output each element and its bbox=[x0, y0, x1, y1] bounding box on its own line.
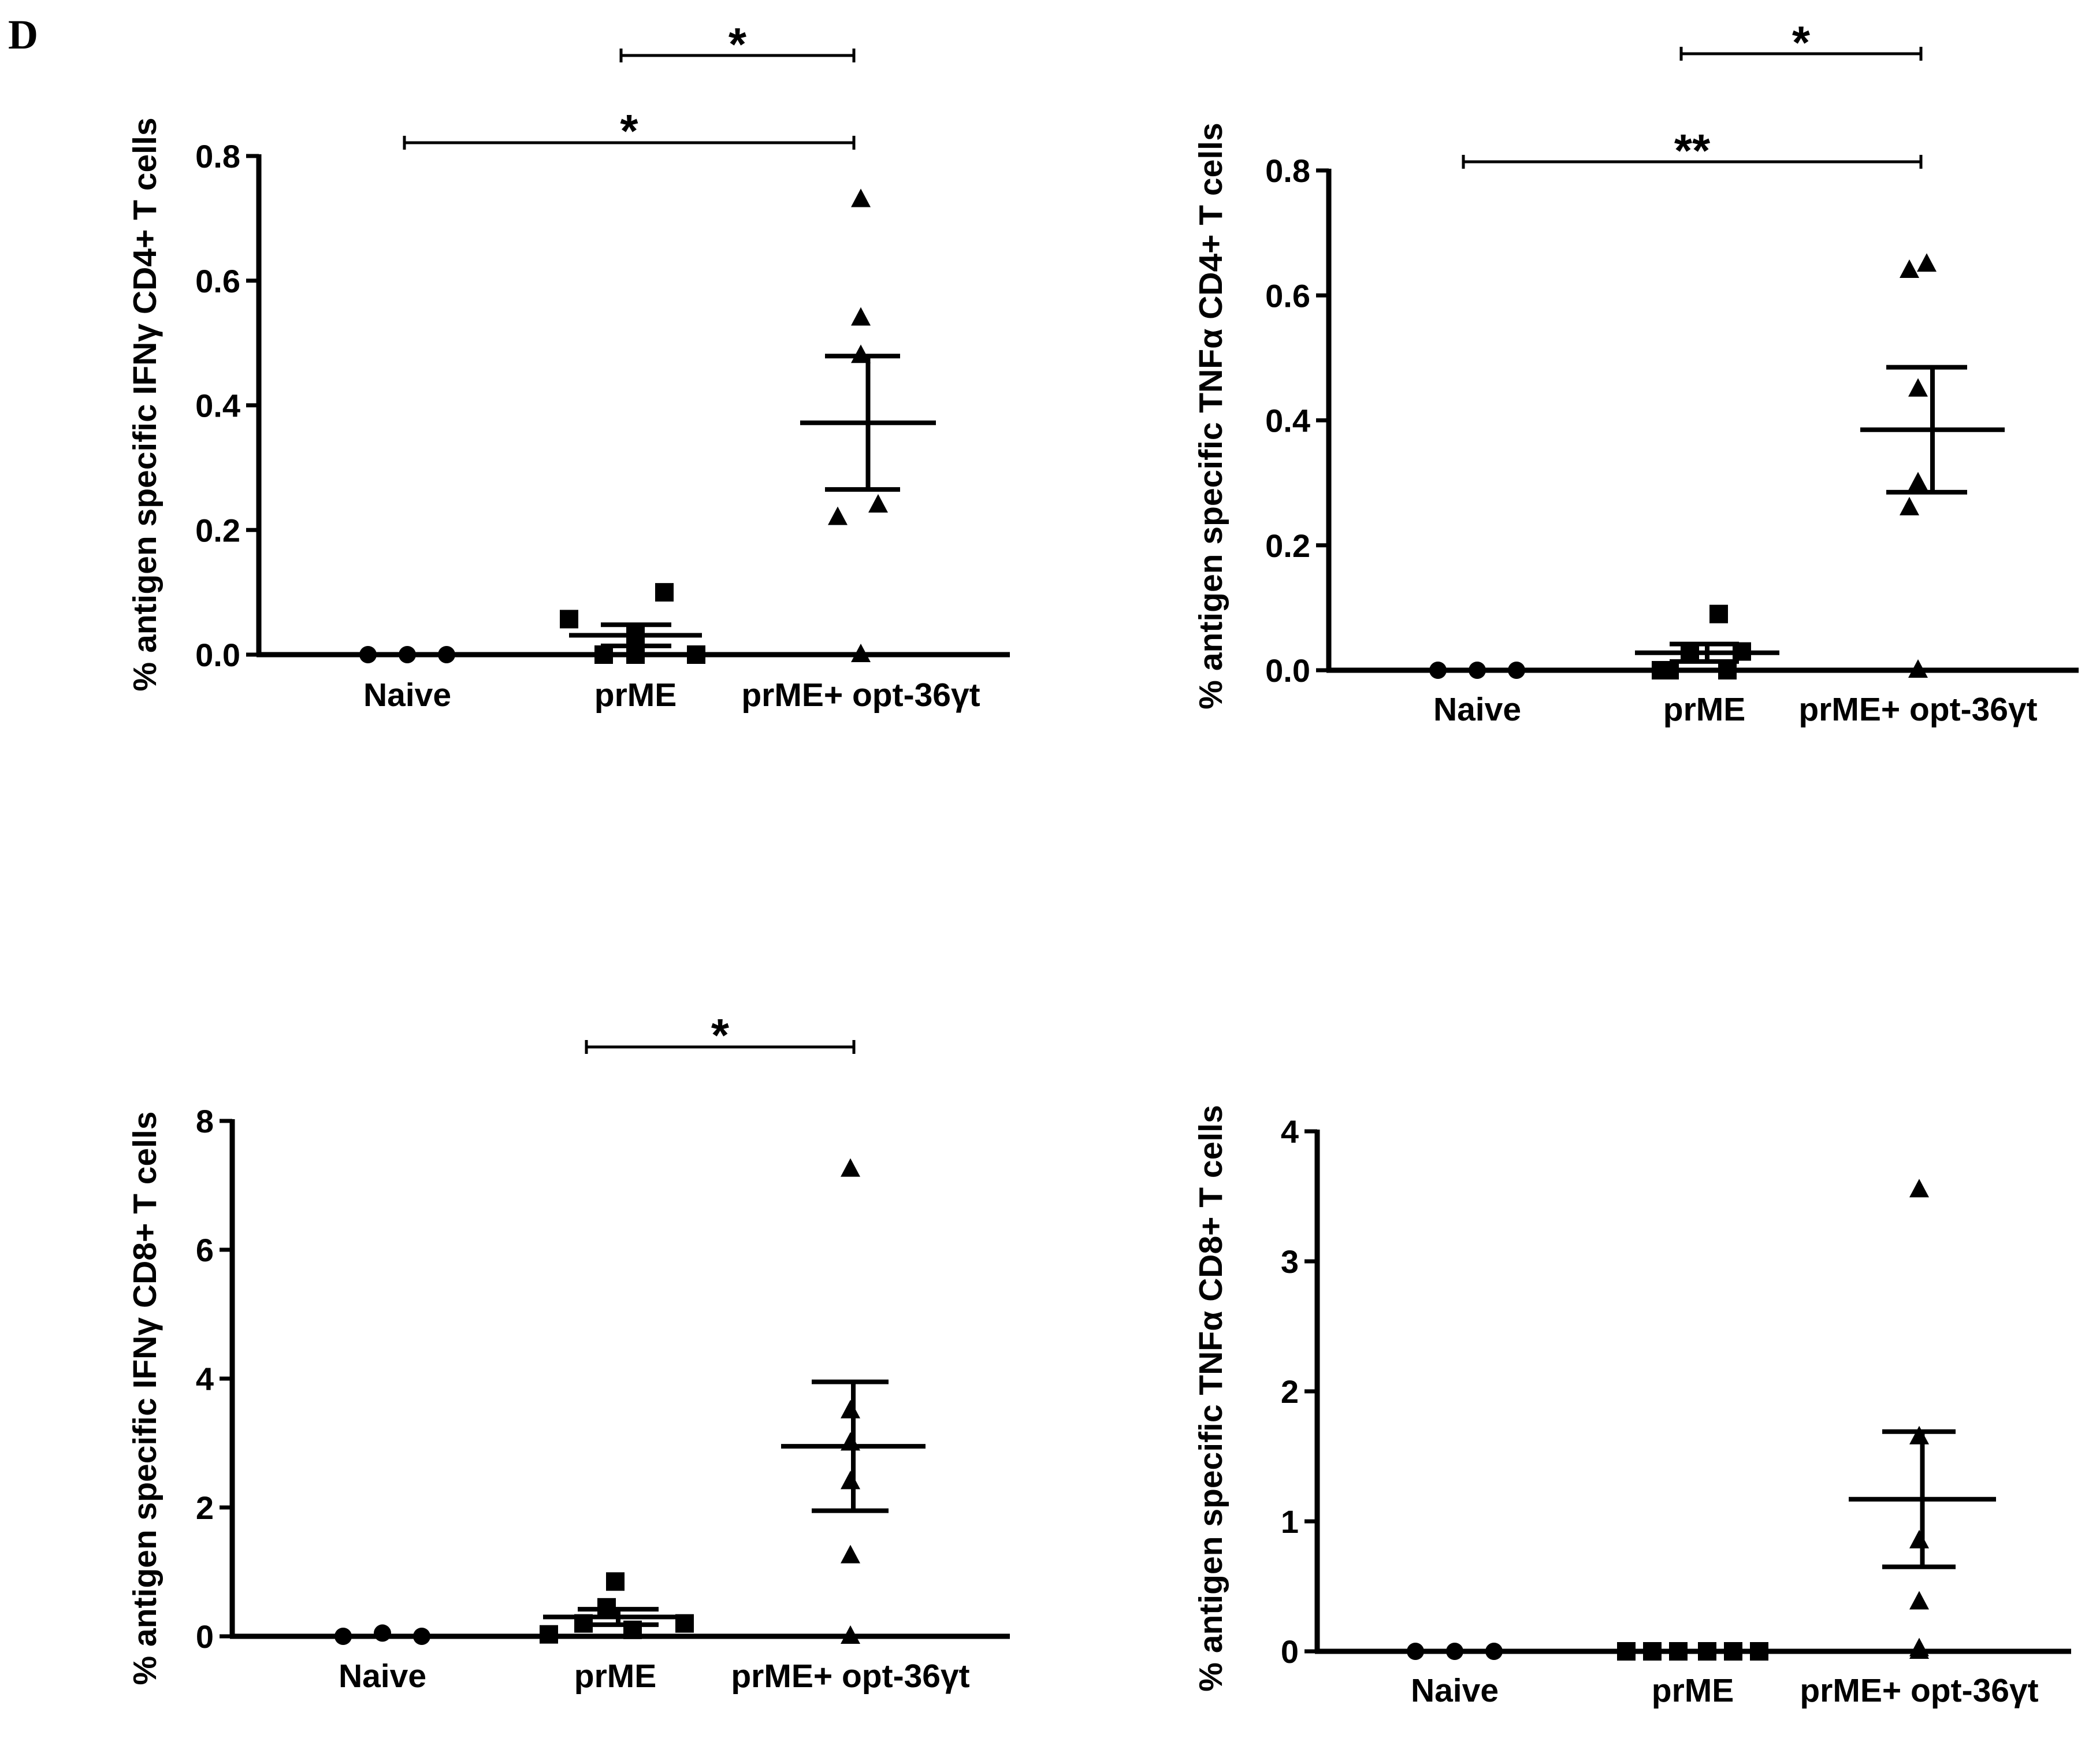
data-point-circle bbox=[413, 1628, 430, 1645]
y-tick-label: 2 bbox=[1281, 1373, 1299, 1410]
y-tick-label: 0.8 bbox=[1265, 153, 1310, 189]
chart-panel-1: 0.0 0.2 0.4 0.6 0.8 % antigen specific IFNγ C… bbox=[127, 18, 1010, 714]
x-tick-label: prME+ opt-36γt bbox=[1800, 1672, 2038, 1709]
chart-panel-4: 0 1 2 3 4 % antigen specific TNFα CD8+ T cell… bbox=[1192, 1105, 2071, 1709]
data-point-square bbox=[1643, 1642, 1662, 1661]
data-point-triangle bbox=[1909, 1529, 1929, 1548]
y-tick-label: 0 bbox=[1281, 1633, 1299, 1670]
significance-label: * bbox=[711, 1009, 730, 1061]
y-tick-label: 0.4 bbox=[1265, 403, 1310, 439]
data-point-triangle bbox=[1908, 659, 1928, 678]
data-point-circle bbox=[1469, 662, 1486, 679]
y-tick-label: 0.4 bbox=[195, 388, 240, 424]
significance-label: ** bbox=[1674, 125, 1711, 176]
y-tick-label: 0.6 bbox=[195, 263, 240, 299]
x-tick-label: prME bbox=[574, 1658, 657, 1695]
chart-panel-3: 0 2 4 6 8 % antigen specific IFNγ CD8+ T cell… bbox=[127, 1009, 1010, 1695]
data-point-square bbox=[655, 583, 674, 602]
data-point-triangle bbox=[841, 1625, 860, 1644]
data-point-triangle bbox=[1909, 1591, 1929, 1610]
data-point-square bbox=[1709, 604, 1728, 623]
data-point-circle bbox=[335, 1628, 352, 1645]
data-point-triangle bbox=[1909, 1179, 1929, 1198]
data-point-circle bbox=[374, 1624, 391, 1642]
data-point-square bbox=[560, 610, 578, 629]
y-axis-label: % antigen specific TNFα CD4+ T cells bbox=[1192, 122, 1229, 709]
x-tick-label: Naive bbox=[339, 1658, 426, 1695]
data-point-circle bbox=[438, 646, 455, 663]
y-tick-label: 3 bbox=[1281, 1243, 1299, 1280]
x-tick-label: prME+ opt-36γt bbox=[741, 677, 980, 714]
y-tick-label: 0 bbox=[196, 1618, 214, 1655]
significance-label: * bbox=[729, 18, 747, 70]
data-point-square bbox=[606, 1572, 625, 1591]
data-point-circle bbox=[359, 646, 377, 663]
data-point-square bbox=[1698, 1642, 1716, 1661]
data-point-square bbox=[1669, 1642, 1688, 1661]
data-point-triangle bbox=[1909, 1425, 1929, 1444]
data-point-triangle bbox=[1900, 496, 1919, 515]
x-tick-label: Naive bbox=[1411, 1672, 1499, 1709]
y-tick-label: 0.0 bbox=[195, 637, 240, 673]
data-point-square bbox=[687, 645, 705, 664]
y-tick-label: 0.0 bbox=[1265, 652, 1310, 689]
data-point-circle bbox=[1429, 662, 1447, 679]
data-point-square bbox=[540, 1625, 558, 1644]
data-point-square bbox=[1750, 1642, 1768, 1661]
y-tick-label: 1 bbox=[1281, 1503, 1299, 1540]
x-tick-label: Naive bbox=[363, 677, 451, 714]
y-tick-label: 0.2 bbox=[1265, 528, 1310, 564]
data-point-circle bbox=[1508, 662, 1525, 679]
y-axis-label: % antigen specific IFNγ CD4+ T cells bbox=[127, 117, 163, 691]
significance-label: * bbox=[620, 105, 638, 157]
data-point-circle bbox=[399, 646, 416, 663]
x-tick-label: prME bbox=[1663, 691, 1746, 728]
data-point-square bbox=[1724, 1642, 1742, 1661]
data-point-circle bbox=[1407, 1643, 1424, 1660]
data-point-square bbox=[1718, 661, 1737, 679]
y-tick-label: 6 bbox=[196, 1232, 214, 1268]
x-tick-label: prME+ opt-36γt bbox=[1798, 691, 2037, 728]
x-tick-label: prME+ opt-36γt bbox=[731, 1658, 969, 1695]
x-tick-label: prME bbox=[594, 677, 677, 714]
y-tick-label: 0.2 bbox=[195, 512, 240, 548]
data-point-triangle bbox=[1917, 253, 1937, 272]
data-point-triangle bbox=[851, 188, 871, 207]
x-tick-label: prME bbox=[1652, 1672, 1734, 1709]
y-tick-label: 4 bbox=[196, 1361, 214, 1397]
y-tick-label: 0.6 bbox=[1265, 277, 1310, 314]
data-point-triangle bbox=[841, 1158, 860, 1177]
data-point-triangle bbox=[828, 506, 848, 525]
y-tick-label: 0.8 bbox=[195, 138, 240, 174]
data-point-triangle bbox=[1908, 471, 1928, 491]
data-point-triangle bbox=[1909, 1640, 1929, 1659]
significance-label: * bbox=[1792, 17, 1811, 68]
panel-label: D bbox=[8, 12, 38, 58]
data-point-circle bbox=[1446, 1643, 1463, 1660]
data-point-triangle bbox=[851, 644, 871, 662]
data-point-triangle bbox=[841, 1544, 860, 1564]
y-axis-label: % antigen specific TNFα CD8+ T cells bbox=[1192, 1105, 1229, 1691]
data-point-triangle bbox=[841, 1399, 860, 1418]
data-point-triangle bbox=[1900, 259, 1919, 278]
y-axis-label: % antigen specific IFNγ CD8+ T cells bbox=[127, 1111, 163, 1685]
y-tick-label: 4 bbox=[1281, 1113, 1299, 1150]
y-tick-label: 2 bbox=[196, 1490, 214, 1526]
y-tick-label: 8 bbox=[196, 1103, 214, 1139]
data-point-triangle bbox=[868, 494, 888, 513]
data-point-triangle bbox=[1908, 378, 1928, 397]
chart-panel-2: 0.0 0.2 0.4 0.6 0.8 % antigen specific TNFα C… bbox=[1192, 17, 2079, 728]
data-point-square bbox=[594, 645, 613, 664]
data-point-square bbox=[1617, 1642, 1636, 1661]
data-point-triangle bbox=[841, 1470, 860, 1490]
x-tick-label: Naive bbox=[1433, 691, 1521, 728]
data-point-square bbox=[626, 645, 645, 664]
data-point-circle bbox=[1485, 1643, 1503, 1660]
data-point-square bbox=[1660, 661, 1679, 679]
data-point-triangle bbox=[851, 307, 871, 326]
